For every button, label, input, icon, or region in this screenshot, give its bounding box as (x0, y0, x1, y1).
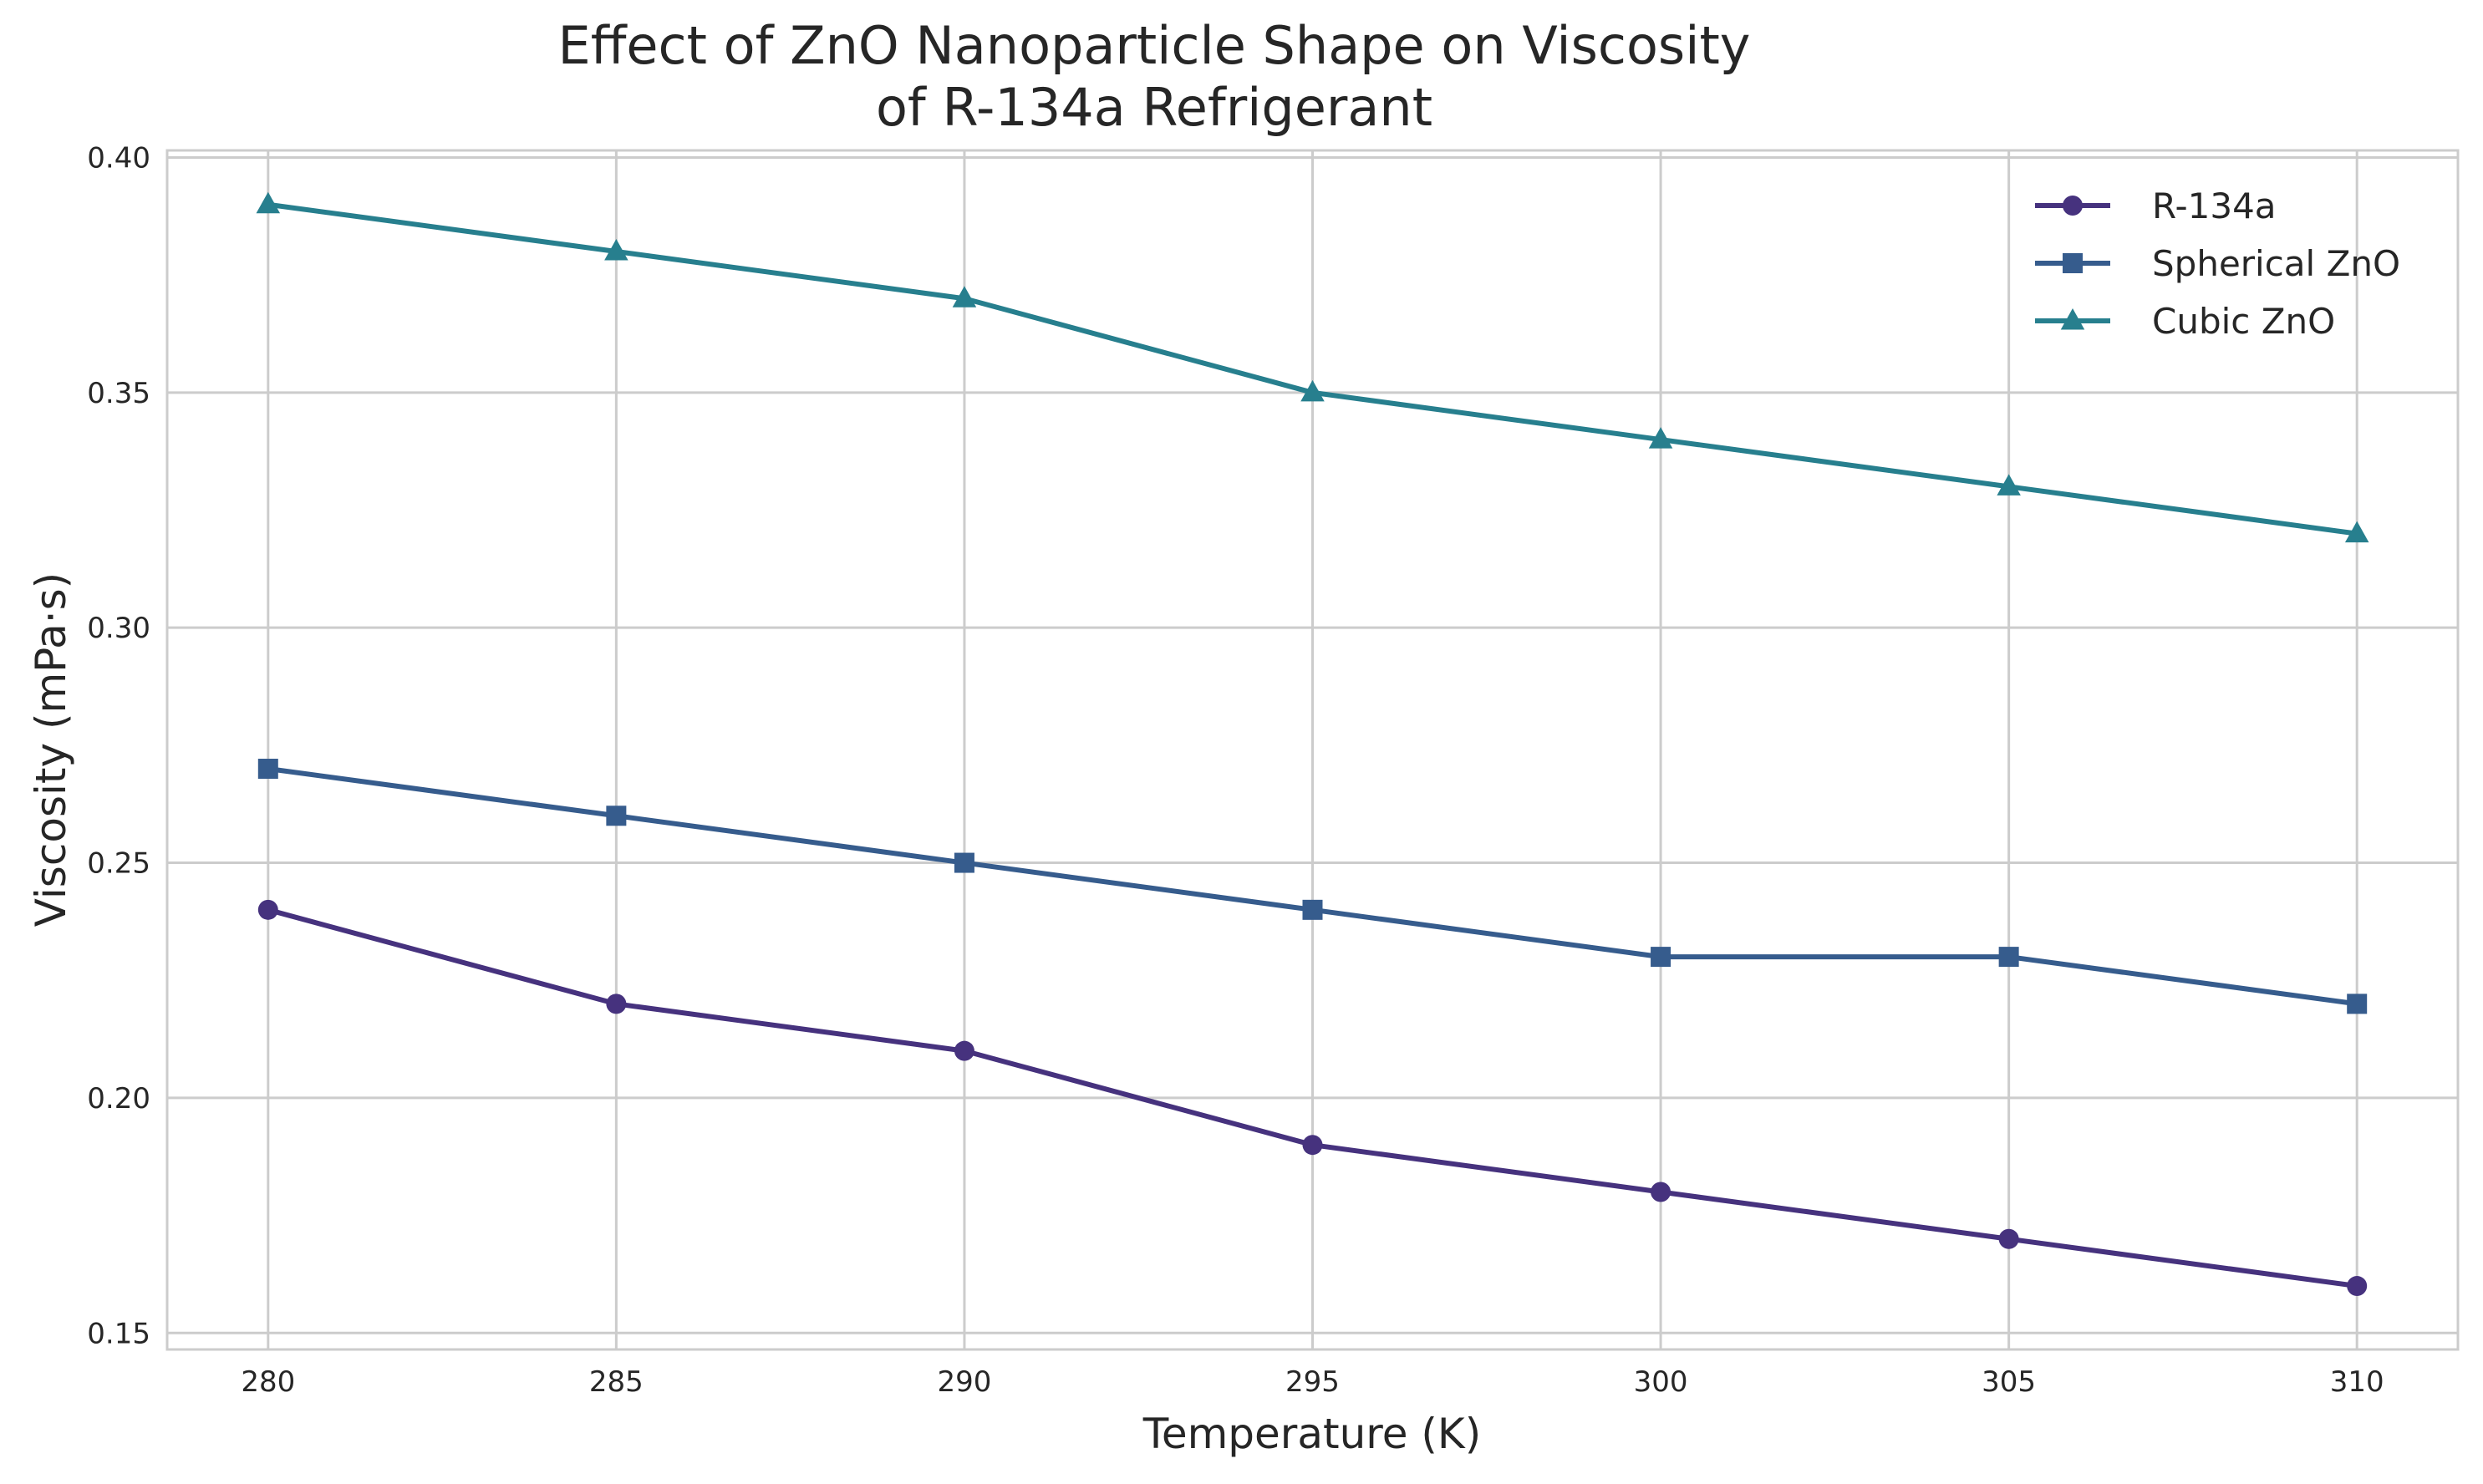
legend-item-r-134a: R-134a (2035, 186, 2277, 226)
legend-item-spherical-zno: Spherical ZnO (2035, 243, 2400, 284)
data-point-spherical-zno (1302, 899, 1323, 920)
x-tick-label: 285 (589, 1365, 644, 1399)
x-tick-label: 300 (1634, 1365, 1688, 1399)
data-point-spherical-zno (1651, 947, 1671, 968)
data-point-r-134a (2347, 1276, 2368, 1297)
data-point-r-134a (257, 899, 278, 920)
data-point-cubic-zno (256, 191, 281, 214)
y-tick-label: 0.35 (87, 377, 150, 410)
x-tick-label: 310 (2330, 1365, 2384, 1399)
data-point-r-134a (1302, 1135, 1323, 1156)
legend-marker (2063, 196, 2083, 216)
y-axis-label: Viscosity (mPa·s) (27, 572, 75, 927)
data-point-cubic-zno (1300, 379, 1325, 402)
x-tick-label: 280 (241, 1365, 295, 1399)
data-point-cubic-zno (1997, 474, 2021, 496)
x-tick-label: 295 (1285, 1365, 1340, 1399)
series-spherical-zno (257, 759, 2368, 1014)
chart-title-line-2: of R-134a Refrigerant (876, 77, 1432, 138)
y-tick-label: 0.20 (87, 1082, 150, 1116)
grid (167, 150, 2458, 1349)
y-tick-label: 0.25 (87, 847, 150, 881)
y-tick-label: 0.30 (87, 612, 150, 645)
legend: R-134a Spherical ZnO Cubic ZnO (2035, 186, 2400, 342)
y-tick-label: 0.15 (87, 1317, 150, 1350)
chart-title-line-1: Effect of ZnO Nanoparticle Shape on Visc… (558, 15, 1751, 76)
legend-label: Spherical ZnO (2152, 243, 2400, 284)
x-axis-ticks: 280 285 290 295 300 305 310 (241, 1365, 2384, 1399)
data-point-r-134a (1651, 1182, 1671, 1202)
data-point-spherical-zno (606, 806, 627, 826)
plot-frame (165, 149, 2460, 1351)
data-point-cubic-zno (952, 286, 977, 307)
data-point-r-134a (1998, 1228, 2019, 1249)
data-point-spherical-zno (2347, 994, 2368, 1014)
data-point-spherical-zno (1998, 947, 2019, 968)
y-axis-ticks: 0.15 0.20 0.25 0.30 0.35 0.40 (87, 141, 150, 1350)
data-point-cubic-zno (2344, 521, 2369, 543)
series-cubic-zno (256, 191, 2369, 543)
data-series (256, 191, 2369, 1297)
series-r-134a (257, 899, 2368, 1297)
legend-label: R-134a (2152, 186, 2277, 226)
legend-label: Cubic ZnO (2152, 301, 2335, 342)
data-point-spherical-zno (257, 759, 278, 780)
x-tick-label: 290 (937, 1365, 991, 1399)
data-point-r-134a (954, 1040, 974, 1061)
x-tick-label: 305 (1982, 1365, 2036, 1399)
x-axis-label: Temperature (K) (1142, 1410, 1481, 1458)
legend-marker (2060, 308, 2085, 330)
data-point-r-134a (606, 994, 627, 1014)
legend-marker (2063, 253, 2083, 273)
data-point-spherical-zno (954, 852, 974, 873)
data-point-cubic-zno (1648, 427, 1673, 449)
data-point-cubic-zno (604, 238, 628, 261)
y-tick-label: 0.40 (87, 141, 150, 175)
legend-item-cubic-zno: Cubic ZnO (2035, 301, 2335, 342)
